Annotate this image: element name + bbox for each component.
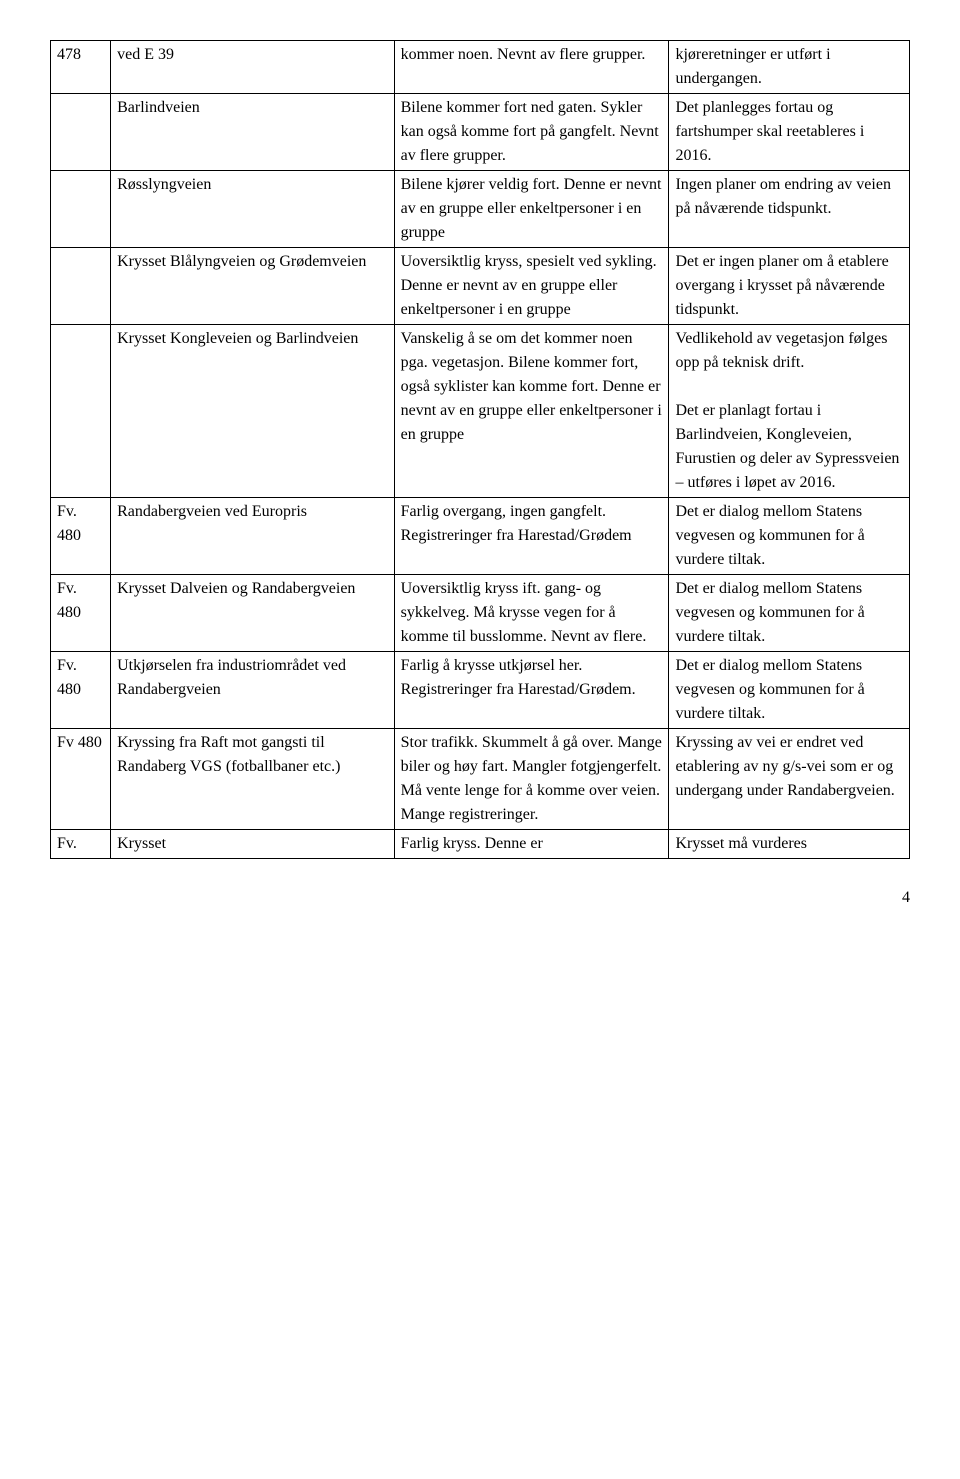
cell-action: Kryssing av vei er endret ved etablering… <box>669 729 910 830</box>
table-row: Krysset Kongleveien og Barlindveien Vans… <box>51 325 910 498</box>
cell-action: Ingen planer om endring av veien på nåvæ… <box>669 171 910 248</box>
cell-action: Det er ingen planer om å etablere overga… <box>669 248 910 325</box>
cell-road-ref: Fv. <box>51 830 111 859</box>
cell-road-ref <box>51 171 111 248</box>
cell-action-part1: Vedlikehold av vegetasjon følges opp på … <box>675 330 887 371</box>
cell-road-ref <box>51 248 111 325</box>
cell-description: Farlig å krysse utkjørsel her. Registrer… <box>394 652 669 729</box>
cell-road-ref: Fv. 480 <box>51 652 111 729</box>
cell-road-ref <box>51 325 111 498</box>
cell-action: kjøreretninger er utført i undergangen. <box>669 41 910 94</box>
table-row: Fv. Krysset Farlig kryss. Denne er Kryss… <box>51 830 910 859</box>
cell-location: Randabergveien ved Europris <box>111 498 394 575</box>
cell-location: Krysset Blålyngveien og Grødemveien <box>111 248 394 325</box>
cell-location: Utkjørselen fra industriområdet ved Rand… <box>111 652 394 729</box>
cell-road-ref: Fv 480 <box>51 729 111 830</box>
page-number: 4 <box>50 889 910 907</box>
table-row: Fv. 480 Utkjørselen fra industriområdet … <box>51 652 910 729</box>
table-row: Røsslyngveien Bilene kjører veldig fort.… <box>51 171 910 248</box>
cell-road-ref <box>51 94 111 171</box>
cell-description: Farlig kryss. Denne er <box>394 830 669 859</box>
table-row: Fv. 480 Randabergveien ved Europris Farl… <box>51 498 910 575</box>
cell-action: Det er dialog mellom Statens vegvesen og… <box>669 652 910 729</box>
table-row: Fv 480 Kryssing fra Raft mot gangsti til… <box>51 729 910 830</box>
cell-location: Røsslyngveien <box>111 171 394 248</box>
cell-description: Farlig overgang, ingen gangfelt. Registr… <box>394 498 669 575</box>
cell-action: Vedlikehold av vegetasjon følges opp på … <box>669 325 910 498</box>
paragraph-break <box>675 375 903 399</box>
cell-description: Vanskelig å se om det kommer noen pga. v… <box>394 325 669 498</box>
cell-action: Krysset må vurderes <box>669 830 910 859</box>
cell-location: Krysset Kongleveien og Barlindveien <box>111 325 394 498</box>
cell-description: Uoversiktlig kryss, spesielt ved sykling… <box>394 248 669 325</box>
cell-location: Barlindveien <box>111 94 394 171</box>
cell-description: Stor trafikk. Skummelt å gå over. Mange … <box>394 729 669 830</box>
cell-location: Kryssing fra Raft mot gangsti til Randab… <box>111 729 394 830</box>
table-row: Krysset Blålyngveien og Grødemveien Uove… <box>51 248 910 325</box>
cell-road-ref: 478 <box>51 41 111 94</box>
cell-description: Bilene kommer fort ned gaten. Sykler kan… <box>394 94 669 171</box>
cell-description: kommer noen. Nevnt av flere grupper. <box>394 41 669 94</box>
table-row: Barlindveien Bilene kommer fort ned gate… <box>51 94 910 171</box>
table-row: 478 ved E 39 kommer noen. Nevnt av flere… <box>51 41 910 94</box>
cell-road-ref: Fv. 480 <box>51 575 111 652</box>
cell-road-ref: Fv. 480 <box>51 498 111 575</box>
data-table: 478 ved E 39 kommer noen. Nevnt av flere… <box>50 40 910 859</box>
cell-action-part2: Det er planlagt fortau i Barlindveien, K… <box>675 402 899 491</box>
table-row: Fv. 480 Krysset Dalveien og Randabergvei… <box>51 575 910 652</box>
cell-location: Krysset Dalveien og Randabergveien <box>111 575 394 652</box>
cell-action: Det er dialog mellom Statens vegvesen og… <box>669 498 910 575</box>
cell-action: Det er dialog mellom Statens vegvesen og… <box>669 575 910 652</box>
cell-description: Bilene kjører veldig fort. Denne er nevn… <box>394 171 669 248</box>
cell-location: Krysset <box>111 830 394 859</box>
cell-location: ved E 39 <box>111 41 394 94</box>
cell-action: Det planlegges fortau og fartshumper ska… <box>669 94 910 171</box>
cell-description: Uoversiktlig kryss ift. gang- og sykkelv… <box>394 575 669 652</box>
